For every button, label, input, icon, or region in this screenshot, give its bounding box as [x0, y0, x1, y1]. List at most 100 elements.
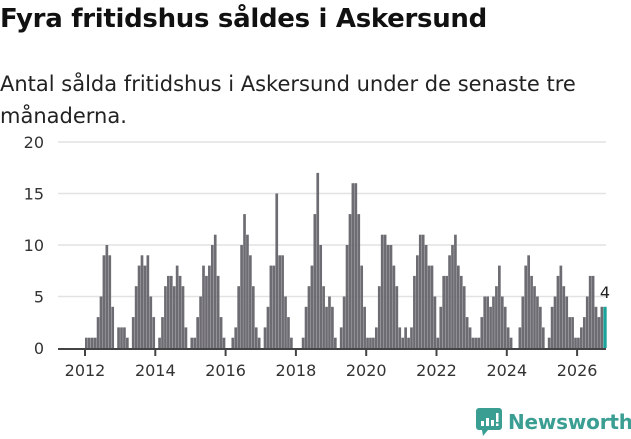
page-subtitle: Antal sålda fritidshus i Askersund under… [0, 72, 576, 128]
bar [571, 317, 574, 348]
bar [503, 306, 507, 348]
bar [377, 286, 381, 348]
bar [126, 337, 129, 348]
x-tick-label: 2024 [486, 361, 527, 380]
bar [459, 275, 463, 348]
bar [418, 234, 422, 348]
bar [278, 255, 282, 348]
bar [213, 234, 217, 348]
bar [495, 286, 498, 348]
bar [181, 286, 185, 348]
bar [222, 337, 226, 348]
bar-chart: 0 5 10 15 20 2012 2014 2016 2018 2020 2022 2024 2026… [24, 133, 610, 380]
bar [172, 286, 176, 348]
bar [468, 327, 472, 348]
page-title: Fyra fritidshus såldes i Askersund [0, 4, 487, 34]
bar [90, 337, 94, 348]
bar [325, 306, 328, 348]
bar [591, 275, 595, 348]
bar [506, 327, 510, 348]
bar [597, 317, 601, 348]
bar [120, 327, 123, 348]
bar [518, 327, 522, 348]
bar [480, 317, 484, 348]
bar [301, 337, 305, 348]
y-tick-label: 20 [24, 133, 44, 152]
bar [131, 317, 135, 348]
newsworthy-logo: Newsworthy [476, 408, 631, 436]
bar [541, 327, 545, 348]
bar [231, 337, 235, 348]
bar [284, 296, 287, 348]
bar [585, 296, 589, 348]
bar [357, 214, 361, 348]
bar [380, 234, 384, 348]
bar [550, 306, 554, 348]
bar [251, 286, 255, 348]
bar [568, 317, 571, 348]
bar [474, 337, 478, 348]
bar [254, 327, 258, 348]
y-tick-label: 10 [24, 236, 44, 255]
bar [339, 327, 343, 348]
bar [196, 317, 199, 348]
y-tick-label: 5 [34, 288, 44, 307]
bar [486, 296, 489, 348]
bar [492, 296, 495, 348]
bar [178, 275, 182, 348]
bar [477, 337, 481, 348]
bar [398, 327, 402, 348]
bar [433, 296, 437, 348]
bar [404, 327, 407, 348]
bar [202, 265, 205, 348]
bar [111, 306, 115, 348]
bar [319, 245, 323, 348]
bar [96, 317, 100, 348]
bar [348, 214, 352, 348]
bar [167, 275, 170, 348]
bar [87, 337, 91, 348]
bar [395, 286, 399, 348]
bar [489, 306, 492, 348]
bar [102, 255, 106, 348]
bar [498, 265, 501, 348]
bar [392, 265, 396, 348]
bar [249, 255, 252, 348]
bar [577, 337, 580, 348]
bar [345, 245, 349, 348]
bar [137, 265, 141, 348]
bar [594, 306, 598, 348]
bar [354, 183, 358, 348]
bar [413, 275, 416, 348]
bar [193, 337, 197, 348]
y-tick-label: 0 [34, 339, 44, 358]
bar [234, 327, 238, 348]
bar [527, 255, 530, 348]
bar [266, 306, 270, 348]
bar [237, 286, 241, 348]
y-tick-label: 15 [24, 185, 44, 204]
bar [342, 296, 346, 348]
bar [269, 265, 273, 348]
x-tick-label: 2026 [557, 361, 598, 380]
bar [158, 337, 161, 348]
bar [427, 265, 431, 348]
bar [146, 255, 150, 348]
bar [328, 296, 331, 348]
bar [219, 317, 223, 348]
bar [451, 245, 454, 348]
bar [117, 327, 120, 348]
bar [374, 327, 378, 348]
bar [483, 296, 487, 348]
bar [360, 265, 364, 348]
bar [351, 183, 355, 348]
bar [389, 245, 393, 348]
bar [164, 286, 167, 348]
bar [410, 327, 413, 348]
bar [559, 265, 563, 348]
bar [240, 245, 243, 348]
bar [533, 286, 536, 348]
bar [582, 317, 586, 348]
bar [439, 306, 443, 348]
bar [184, 327, 188, 348]
